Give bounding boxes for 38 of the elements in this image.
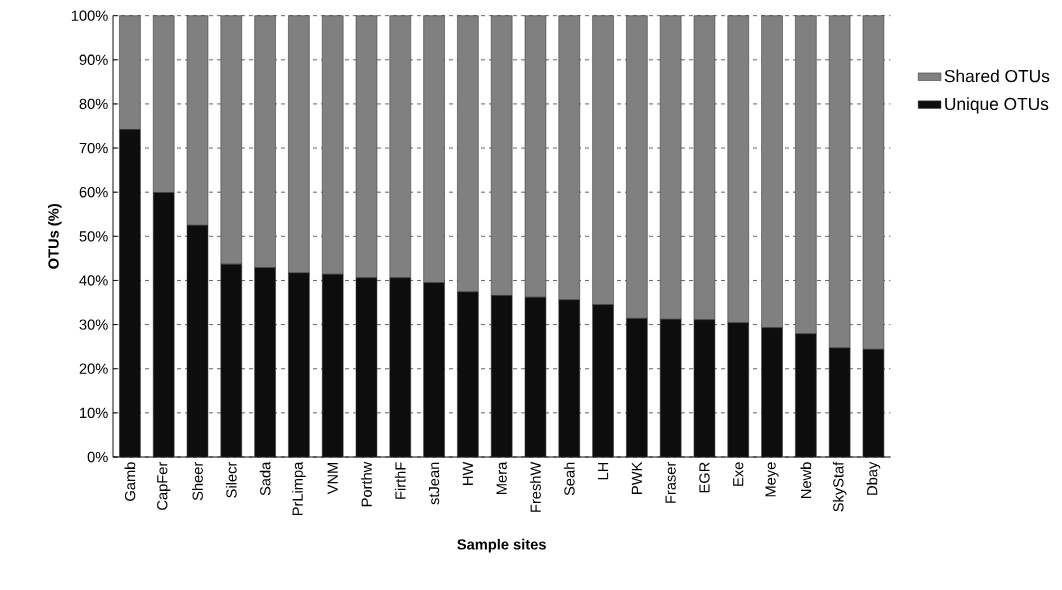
y-tick-label: 30% [79, 319, 108, 330]
x-tick-label: Gamb [124, 462, 136, 501]
x-tick-label: stJean [428, 462, 440, 505]
x-tick-label: Meye [765, 462, 779, 497]
y-tick-label: 70% [79, 142, 108, 154]
x-tick-label: FreshW [530, 461, 541, 512]
x-tick-label: Mera [496, 461, 507, 494]
x-tick-label: SkyStaf [832, 461, 847, 512]
y-axis-title: OTUs (%) [47, 204, 62, 269]
y-tick-label: 80% [79, 98, 108, 110]
y-tick-label: 20% [79, 363, 108, 374]
x-tick-label: Newb [800, 462, 812, 498]
x-tick-label: VNM [327, 462, 338, 495]
x-tick-label: Dbay [866, 461, 881, 495]
y-tick-label: 0% [87, 451, 108, 463]
y-tick-label: 50% [79, 231, 108, 242]
legend-label: Shared OTUs [944, 69, 1050, 83]
x-axis-title: Sample sites [457, 538, 546, 553]
x-tick-label: Seah [563, 462, 575, 496]
y-tick-label: 10% [80, 407, 108, 419]
x-tick-label: FirthF [394, 462, 406, 499]
x-tick-label: Sada [259, 461, 271, 496]
y-tick-label: 100% [71, 10, 108, 21]
y-tick-label: 90% [79, 54, 108, 65]
x-tick-label: PrLimpa [292, 461, 306, 516]
x-tick-label: Fraser [665, 461, 676, 503]
x-tick-label: Porthw [361, 461, 372, 507]
x-tick-label: Exe [733, 462, 744, 486]
x-tick-label: Silecr [225, 461, 237, 498]
x-tick-label: CapFer [157, 461, 171, 510]
x-tick-label: LH [598, 462, 609, 480]
legend-label: Unique OTUs [945, 97, 1049, 114]
y-tick-label: 40% [79, 275, 108, 286]
x-tick-label: EGR [699, 462, 710, 493]
x-tick-label: PWK [631, 461, 642, 494]
x-tick-label: HW [462, 461, 473, 485]
y-tick-label: 60% [79, 187, 108, 198]
x-tick-label: Sheer [192, 461, 203, 501]
